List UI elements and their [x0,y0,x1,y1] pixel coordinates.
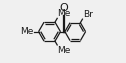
Text: Br: Br [83,10,93,19]
Text: Me: Me [20,27,34,36]
Text: O: O [59,3,68,13]
Text: Me: Me [57,46,71,55]
Text: Me: Me [57,9,71,18]
